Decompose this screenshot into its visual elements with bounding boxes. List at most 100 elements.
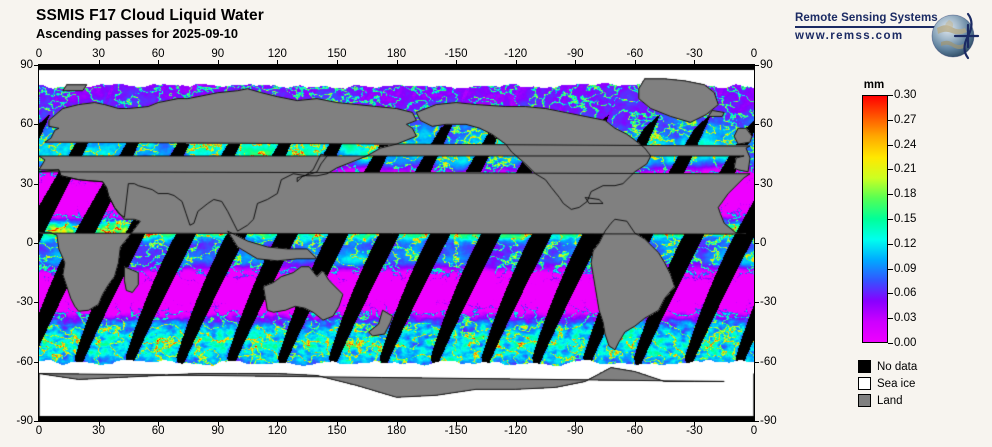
x-axis-tick-label-bottom: 90 xyxy=(211,425,225,437)
x-axis-tickmark-bottom xyxy=(217,422,219,426)
legend-label: No data xyxy=(877,360,918,373)
page-subtitle: Ascending passes for 2025-09-10 xyxy=(36,26,239,41)
x-axis-tick-label-bottom: -30 xyxy=(686,425,703,437)
x-axis-tick-label-top: 180 xyxy=(386,48,407,60)
x-axis-tickmark-top xyxy=(277,60,279,64)
colorbar[interactable] xyxy=(862,95,888,343)
y-axis-tickmark-right xyxy=(755,124,759,126)
legend-item: Land xyxy=(858,392,917,409)
legend-swatch-sea-ice xyxy=(858,377,871,390)
x-axis-tick-label-bottom: -90 xyxy=(566,425,584,437)
colorbar-tick-label: 0.27 xyxy=(894,113,917,126)
y-axis-tickmark-left xyxy=(34,124,38,126)
x-axis-tickmark-bottom xyxy=(336,422,338,426)
x-axis-tickmark-bottom xyxy=(396,422,398,426)
colorbar-tickmark xyxy=(888,95,893,96)
colorbar-tick-label: 0.06 xyxy=(894,287,917,300)
y-axis-tickmark-left xyxy=(34,183,38,185)
colorbar-tickmark xyxy=(888,119,893,121)
colorbar-tick-label: 0.03 xyxy=(894,312,917,325)
y-axis-tickmark-right xyxy=(755,361,759,363)
rss-logo[interactable]: Remote Sensing Systems www.remss.com xyxy=(795,8,985,64)
x-axis-tickmark-bottom xyxy=(634,422,636,426)
x-axis-tickmark-bottom xyxy=(456,422,458,426)
x-axis-tickmark-top xyxy=(217,60,219,64)
colorbar-tickmark xyxy=(888,243,893,245)
legend-swatch-land xyxy=(858,394,871,407)
x-axis-tickmark-top xyxy=(396,60,398,64)
x-axis-tick-label-top: 60 xyxy=(151,48,165,60)
y-axis-tickmark-left xyxy=(34,65,38,66)
y-axis-tick-label-left: 0 xyxy=(26,237,33,249)
x-axis-tick-label-bottom: 180 xyxy=(386,425,407,437)
x-axis-tick-label-top: -60 xyxy=(626,48,644,60)
colorbar-unit-label: mm xyxy=(863,79,885,91)
legend-label: Sea ice xyxy=(877,377,916,390)
logo-text: Remote Sensing Systems www.remss.com xyxy=(795,12,940,42)
logo-divider xyxy=(795,26,940,28)
colorbar-tick-label: 0.30 xyxy=(894,89,917,101)
y-axis-tickmark-right xyxy=(755,302,759,304)
x-axis-tickmark-top xyxy=(158,60,160,64)
x-axis-tickmark-top xyxy=(575,60,577,64)
y-axis-tickmark-right xyxy=(755,421,759,422)
x-axis-tickmark-top xyxy=(515,60,517,64)
x-axis-tick-label-top: 0 xyxy=(35,48,43,60)
y-axis-tickmark-right xyxy=(755,243,759,244)
x-axis-tick-label-bottom: 60 xyxy=(151,425,165,437)
colorbar-tick-label: 0.15 xyxy=(894,213,917,225)
title-block: SSMIS F17 Cloud Liquid Water Ascending p… xyxy=(36,6,264,42)
x-axis-tickmark-top xyxy=(694,60,696,64)
colorbar-tick-label: 0.24 xyxy=(894,138,917,151)
colorbar-tick-label: 0.21 xyxy=(894,163,917,176)
x-axis-tickmark-bottom xyxy=(575,422,577,426)
globe-icon xyxy=(931,12,980,60)
legend-item: No data xyxy=(858,358,917,375)
colorbar-tick-label: 0.12 xyxy=(894,237,917,250)
colorbar-tick-label: 0.09 xyxy=(894,262,917,275)
colorbar-tickmark xyxy=(888,318,893,320)
y-axis-tickmark-left xyxy=(34,302,38,304)
x-axis-tickmark-bottom xyxy=(158,422,160,426)
x-axis-tickmark-bottom xyxy=(98,422,100,426)
x-axis-tickmark-bottom xyxy=(694,422,696,426)
y-axis-tick-label-right: 60 xyxy=(760,118,773,131)
x-axis-tickmark-bottom xyxy=(277,422,279,426)
y-axis-tick-label-right: 30 xyxy=(760,177,773,190)
x-axis-tick-label-bottom: -60 xyxy=(626,425,644,437)
page-title: SSMIS F17 Cloud Liquid Water xyxy=(36,7,264,24)
legend-item: Sea ice xyxy=(858,375,917,392)
x-axis-tick-label-bottom: 0 xyxy=(35,425,43,437)
x-axis-tick-label-top: -90 xyxy=(566,48,584,60)
y-axis-tick-label-right: 0 xyxy=(760,237,767,249)
legend-label: Land xyxy=(877,394,903,407)
x-axis-tick-label-top: -150 xyxy=(444,48,468,60)
y-axis-tick-label-right: -60 xyxy=(760,355,777,368)
colorbar-tickmark xyxy=(888,293,893,295)
y-axis-tick-label-right: -30 xyxy=(760,296,777,309)
colorbar-tickmark xyxy=(888,219,893,220)
x-axis-tickmark-top xyxy=(634,60,636,64)
colorbar-tickmark xyxy=(888,194,893,196)
categorical-legend: No data Sea ice Land xyxy=(858,358,917,409)
x-axis-tick-label-bottom: 120 xyxy=(267,425,287,437)
map-plot-area[interactable] xyxy=(38,64,755,422)
logo-organization-name: Remote Sensing Systems xyxy=(795,12,938,24)
x-axis-tick-label-bottom: -120 xyxy=(504,425,528,437)
x-axis-tickmark-top xyxy=(456,60,458,64)
logo-website-url: www.remss.com xyxy=(795,29,904,42)
y-axis-tick-label-left: -30 xyxy=(16,296,33,309)
x-axis-tick-label-bottom: 150 xyxy=(327,425,347,437)
colorbar-tickmark xyxy=(888,169,893,171)
legend-swatch-no-data xyxy=(858,360,871,373)
x-axis-tick-label-top: 30 xyxy=(92,48,105,60)
y-axis-tickmark-left xyxy=(34,361,38,363)
x-axis-tick-label-top: 0 xyxy=(750,48,758,60)
cloud-liquid-water-heatmap[interactable] xyxy=(39,65,754,421)
y-axis-tick-label-left: 60 xyxy=(20,118,33,131)
y-axis-tickmark-left xyxy=(34,243,38,244)
colorbar-tickmark xyxy=(888,343,893,344)
x-axis-tick-label-bottom: -150 xyxy=(444,425,468,437)
y-axis-tick-label-left: -90 xyxy=(16,415,33,427)
x-axis-tick-label-top: -30 xyxy=(686,48,703,60)
